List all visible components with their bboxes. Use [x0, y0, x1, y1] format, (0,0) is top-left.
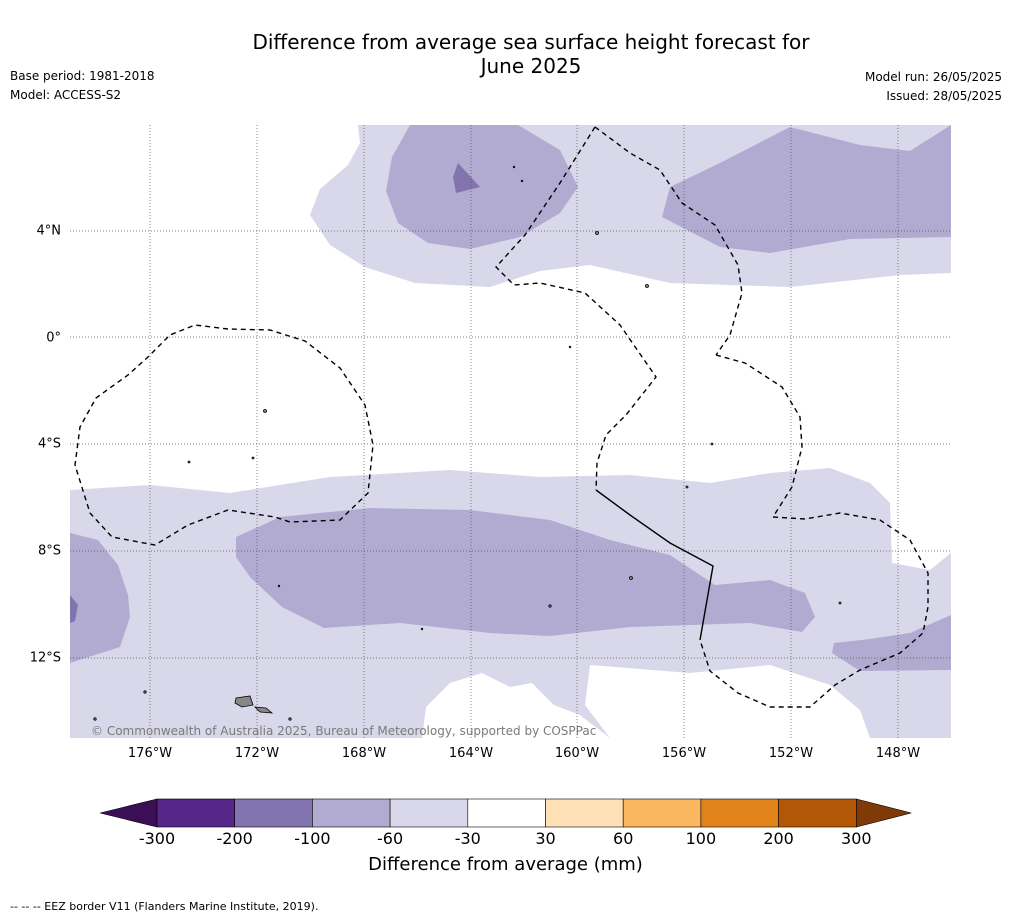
colorbar-tick-label: -200 — [216, 829, 253, 848]
colorbar-segment — [778, 798, 857, 828]
colorbar-segment — [389, 798, 469, 828]
colorbar-tick-label: -300 — [138, 829, 176, 848]
colorbar-tick-label: 300 — [841, 829, 872, 848]
copyright-credit: © Commonwealth of Australia 2025, Bureau… — [91, 724, 597, 738]
anomaly-patch-south-west — [70, 533, 130, 663]
lat-label-12s: 12°S — [29, 650, 61, 666]
lat-label-4s: 4°S — [37, 436, 61, 452]
colorbar-segment — [545, 798, 624, 828]
anomaly-patch-north-west — [386, 125, 578, 249]
colorbar-tick-label: -60 — [377, 829, 404, 848]
meta-left: Base period: 1981-2018 Model: ACCESS-S2 — [10, 67, 155, 105]
colorbar-segment — [467, 798, 546, 828]
lon-label-176w: 176°W — [127, 746, 173, 761]
colorbar-tick-label: 30 — [535, 829, 556, 848]
lon-label-160w: 160°W — [554, 746, 600, 761]
colorbar-tick-label: -100 — [294, 829, 331, 848]
colorbar-arrow-high — [855, 798, 912, 828]
island-savaii — [234, 695, 254, 708]
map-title: Difference from average sea surface heig… — [0, 30, 1011, 78]
colorbar-tick-label: 60 — [613, 829, 634, 848]
islands — [93, 165, 842, 721]
eez-border-solid — [595, 489, 714, 641]
issued-label: Issued: 28/05/2025 — [886, 89, 1002, 103]
colorbar-segment — [156, 798, 235, 828]
anomaly-patch-south-central — [236, 508, 815, 636]
model-label: Model: ACCESS-S2 — [10, 88, 122, 102]
sea-level-map — [70, 125, 951, 738]
lon-label-168w: 168°W — [341, 746, 387, 761]
lat-label-0: 0° — [46, 330, 61, 346]
lon-label-152w: 152°W — [768, 746, 814, 761]
lat-label-4n: 4°N — [36, 223, 62, 239]
colorbar-tick-label: 200 — [763, 829, 794, 848]
eez-borders — [74, 126, 929, 708]
lon-label-164w: 164°W — [448, 746, 494, 761]
model-run-label: Model run: 26/05/2025 — [864, 70, 1002, 84]
title-line-2: June 2025 — [480, 54, 582, 78]
colorbar — [100, 798, 912, 828]
lon-label-172w: 172°W — [234, 746, 280, 761]
meta-right: Model run: 26/05/2025 Issued: 28/05/2025 — [865, 68, 1002, 106]
anomaly-patch-north-west-core — [453, 163, 480, 193]
colorbar-arrow-low — [100, 798, 158, 828]
colorbar-tick-label: -30 — [454, 829, 481, 848]
colorbar-segment — [700, 798, 779, 828]
title-line-1: Difference from average sea surface heig… — [252, 30, 810, 54]
lon-label-148w: 148°W — [875, 746, 921, 761]
colorbar-segment — [622, 798, 702, 828]
eez-footnote: -- -- -- EEZ border V11 (Flanders Marine… — [10, 900, 319, 913]
anomaly-patch-south-west-core — [70, 595, 78, 623]
anomaly-gap-south — [585, 665, 870, 738]
anomaly-patch-north-east — [662, 125, 951, 253]
base-period-label: Base period: 1981-2018 — [10, 69, 155, 83]
colorbar-segment — [312, 798, 391, 828]
island-upolu — [253, 706, 274, 714]
anomaly-patch-south-east — [832, 615, 951, 671]
lat-label-8s: 8°S — [37, 543, 61, 559]
colorbar-segment — [234, 798, 313, 828]
gridlines — [70, 125, 951, 738]
colorbar-title: Difference from average (mm) — [368, 854, 643, 875]
lon-label-156w: 156°W — [661, 746, 707, 761]
colorbar-tick-label: 100 — [685, 829, 717, 848]
